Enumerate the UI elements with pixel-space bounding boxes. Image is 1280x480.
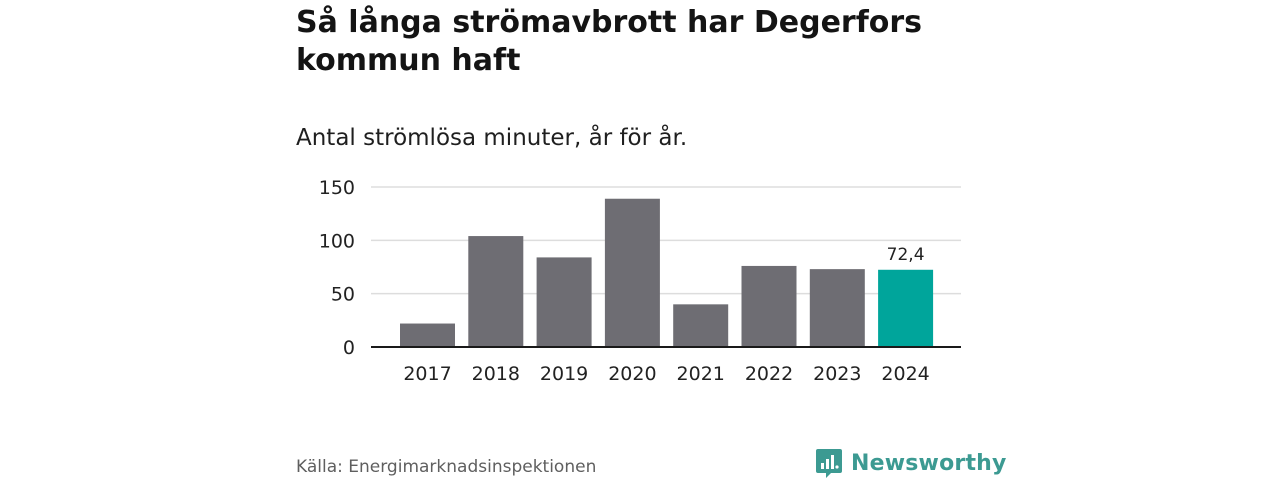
bar-2018 (468, 236, 524, 347)
x-tick-label: 2021 (677, 363, 725, 385)
y-tick-label: 0 (343, 337, 355, 359)
chart-subtitle: Antal strömlösa minuter, år för år. (296, 125, 688, 151)
x-tick-label: 2020 (608, 363, 656, 385)
x-tick-label: 2022 (745, 363, 793, 385)
bar-2020 (604, 198, 660, 347)
bar-2021 (673, 304, 729, 347)
bar-chart: 0 50 100 150 2017 2018 2019 2020 2021 2022 2023 202… (319, 177, 961, 385)
x-tick-label: 2017 (403, 363, 451, 385)
bar-2017 (400, 323, 455, 347)
x-tick-label: 2023 (813, 363, 861, 385)
brand-logo: Newsworthy (815, 446, 1007, 480)
bar-2022 (741, 265, 797, 347)
y-tick-label: 100 (319, 230, 355, 252)
brand-name: Newsworthy (851, 450, 1007, 476)
x-tick-label: 2018 (472, 363, 520, 385)
source-note: Källa: Energimarknadsinspektionen (296, 457, 597, 477)
bar-2024 (878, 269, 934, 347)
y-tick-label: 150 (319, 177, 355, 199)
chart-title: Så långa strömavbrott har Degerfors komm… (296, 5, 923, 78)
data-label-2024: 72,4 (887, 245, 925, 265)
x-tick-label: 2024 (881, 363, 929, 385)
newsworthy-logo-icon (816, 449, 842, 478)
y-tick-label: 50 (331, 284, 355, 306)
bar-2023 (809, 269, 865, 347)
bar-2019 (536, 257, 592, 347)
x-tick-label: 2019 (540, 363, 588, 385)
